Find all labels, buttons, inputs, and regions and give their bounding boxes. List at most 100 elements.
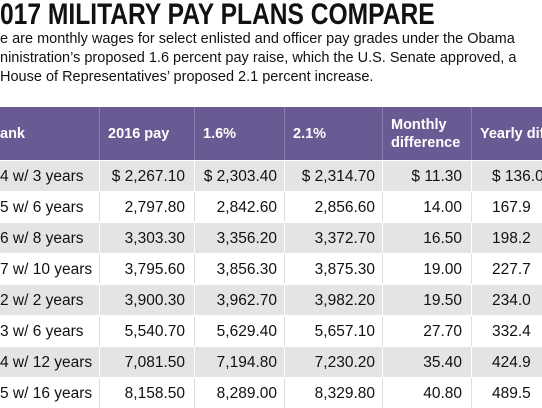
table-cell: 6 w/ 8 years (0, 229, 84, 247)
table-cell: 3 w/ 6 years (0, 322, 84, 340)
column-separator (99, 254, 100, 285)
column-separator (471, 316, 472, 347)
table-cell: 489.5 (492, 384, 531, 402)
column-header: Monthly difference (391, 116, 461, 151)
table-row: 5 w/ 16 years 8,158.50 8,289.00 8,329.80 40.… (0, 377, 542, 408)
column-separator (99, 347, 100, 378)
table-cell: 3,962.70 (216, 291, 277, 309)
table-cell: $ 2,303.40 (203, 167, 277, 185)
table-cell: 4 w/ 12 years (0, 353, 93, 371)
column-separator (382, 161, 383, 192)
column-separator (471, 378, 472, 408)
table-cell: 5 w/ 16 years (0, 384, 93, 402)
column-separator (194, 285, 195, 316)
table-cell: 7,230.20 (314, 353, 375, 371)
table-row: 6 w/ 8 years 3,303.30 3,356.20 3,372.70 16.5… (0, 222, 542, 254)
table-cell: 14.00 (423, 198, 462, 216)
table-cell: 3,900.30 (124, 291, 185, 309)
column-separator (99, 192, 100, 223)
table-cell: 234.0 (492, 291, 531, 309)
column-separator (382, 285, 383, 316)
table-cell: $ 136.0 (492, 167, 542, 185)
header-separator (284, 107, 285, 160)
table-cell: 332.4 (492, 322, 531, 340)
column-separator (194, 378, 195, 408)
column-separator (382, 254, 383, 285)
table-cell: 2 w/ 2 years (0, 291, 84, 309)
subtitle-line: ninistration’s proposed 1.6 percent pay … (0, 50, 517, 66)
column-separator (284, 378, 285, 408)
table-cell: 3,356.20 (216, 229, 277, 247)
column-separator (471, 223, 472, 254)
header-separator (99, 107, 100, 160)
table-cell: 424.9 (492, 353, 531, 371)
column-separator (99, 378, 100, 408)
table-cell: 198.2 (492, 229, 531, 247)
column-separator (382, 316, 383, 347)
table-cell: 8,289.00 (216, 384, 277, 402)
column-separator (194, 347, 195, 378)
table-cell: 7,081.50 (124, 353, 185, 371)
column-separator (284, 192, 285, 223)
column-separator (194, 316, 195, 347)
column-header: ank (0, 125, 25, 142)
column-separator (99, 161, 100, 192)
column-separator (284, 285, 285, 316)
table-cell: 8,158.50 (124, 384, 185, 402)
table-cell: 19.00 (423, 260, 462, 278)
column-separator (194, 223, 195, 254)
column-separator (471, 285, 472, 316)
table-row: 4 w/ 3 years $ 2,267.10 $ 2,303.40 $ 2,314.… (0, 160, 542, 192)
table-cell: 2,797.80 (124, 198, 185, 216)
column-separator (284, 254, 285, 285)
table-cell: 2,856.60 (314, 198, 375, 216)
table-cell: 5,540.70 (124, 322, 185, 340)
column-header: 2016 pay (108, 125, 170, 142)
column-separator (382, 347, 383, 378)
table-row: 7 w/ 10 years 3,795.60 3,856.30 3,875.30 19.… (0, 253, 542, 285)
table-cell: 35.40 (423, 353, 462, 371)
subtitle-line: House of Representatives’ proposed 2.1 p… (0, 69, 374, 85)
column-separator (284, 161, 285, 192)
title: 017 MILITARY PAY PLANS COMPARE (0, 0, 435, 31)
header-separator (382, 107, 383, 160)
table-cell: 27.70 (423, 322, 462, 340)
table-cell: 3,795.60 (124, 260, 185, 278)
table-cell: $ 2,314.70 (301, 167, 375, 185)
table-header (0, 107, 542, 160)
column-separator (382, 378, 383, 408)
table-cell: 4 w/ 3 years (0, 167, 84, 185)
table-cell: 5 w/ 6 years (0, 198, 84, 216)
column-separator (471, 254, 472, 285)
table-row: 5 w/ 6 years 2,797.80 2,842.60 2,856.60 14.0… (0, 191, 542, 223)
table-cell: 3,303.30 (124, 229, 185, 247)
table-row: 3 w/ 6 years 5,540.70 5,629.40 5,657.10 27.7… (0, 315, 542, 347)
table-cell: 2,842.60 (216, 198, 277, 216)
column-separator (471, 161, 472, 192)
table-cell: 8,329.80 (314, 384, 375, 402)
table-cell: 5,657.10 (314, 322, 375, 340)
table-cell: 3,372.70 (314, 229, 375, 247)
column-header: Yearly differenc (480, 125, 542, 142)
table-cell: 167.9 (492, 198, 531, 216)
subtitle-line: e are monthly wages for select enlisted … (0, 31, 515, 47)
column-separator (382, 223, 383, 254)
column-separator (382, 192, 383, 223)
column-separator (284, 316, 285, 347)
table-cell: 3,856.30 (216, 260, 277, 278)
table-row: 2 w/ 2 years 3,900.30 3,962.70 3,982.20 19.5… (0, 284, 542, 316)
table-cell: 7 w/ 10 years (0, 260, 93, 278)
table-cell: 3,982.20 (314, 291, 375, 309)
column-separator (99, 316, 100, 347)
header-separator (471, 107, 472, 160)
table-cell: 3,875.30 (314, 260, 375, 278)
column-separator (284, 347, 285, 378)
column-header: 1.6% (203, 125, 237, 142)
column-separator (99, 223, 100, 254)
column-separator (194, 192, 195, 223)
table-cell: 40.80 (423, 384, 462, 402)
column-separator (194, 161, 195, 192)
table-cell: 16.50 (423, 229, 462, 247)
table-cell: 7,194.80 (216, 353, 277, 371)
